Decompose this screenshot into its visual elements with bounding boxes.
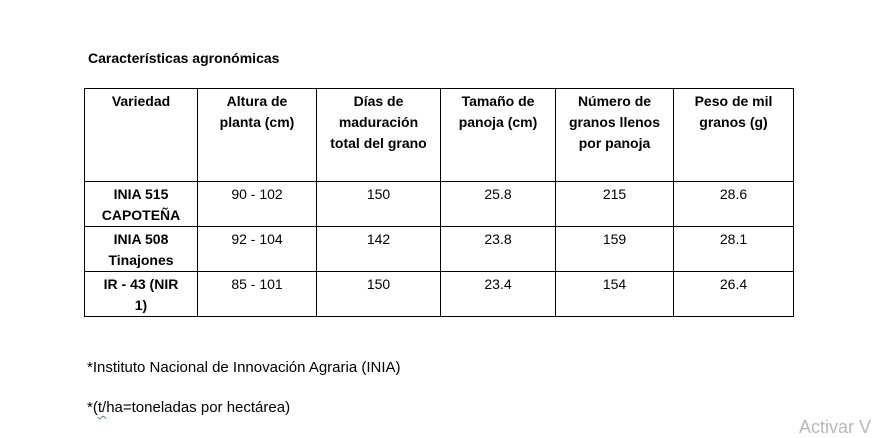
table-row-inia-515: INIA 515 CAPOTEÑA 90 - 102 150 25.8 215 …: [84, 181, 794, 227]
cell-variedad: IR - 43 (NIR 1): [84, 271, 198, 317]
cell-granos: 159: [555, 226, 674, 272]
table-row-ir-43: IR - 43 (NIR 1) 85 - 101 150 23.4 154 26…: [84, 271, 794, 317]
cell-dias: 142: [316, 226, 441, 272]
cell-altura: 85 - 101: [197, 271, 317, 317]
cell-granos: 215: [555, 181, 674, 227]
footnote-tha-rest: ha=toneladas por hectárea): [106, 399, 291, 416]
activate-windows-watermark: Activar V: [799, 417, 872, 437]
column-header-granos-llenos: Número de granos llenos por panoja: [555, 88, 674, 182]
cell-altura: 92 - 104: [197, 226, 317, 272]
cell-peso: 28.1: [673, 226, 794, 272]
table-header-row: Variedad Altura de planta (cm) Días de m…: [84, 88, 794, 182]
cell-dias: 150: [316, 181, 441, 227]
column-header-dias-maduracion: Días de maduración total del grano: [316, 88, 441, 182]
column-header-variedad: Variedad: [84, 88, 198, 182]
cell-variedad: INIA 508 Tinajones: [84, 226, 198, 272]
column-header-tamano-panoja: Tamaño de panoja (cm): [440, 88, 556, 182]
column-header-peso-mil-granos: Peso de mil granos (g): [673, 88, 794, 182]
table-row-inia-508: INIA 508 Tinajones 92 - 104 142 23.8 159…: [84, 226, 794, 272]
cell-altura: 90 - 102: [197, 181, 317, 227]
cell-variedad: INIA 515 CAPOTEÑA: [84, 181, 198, 227]
footnote-tha-prefix: *(: [87, 399, 98, 416]
cell-tamano: 25.8: [440, 181, 556, 227]
agronomic-characteristics-table: Variedad Altura de planta (cm) Días de m…: [84, 88, 794, 317]
cell-peso: 28.6: [673, 181, 794, 227]
section-title: Características agronómicas: [88, 50, 280, 66]
column-header-altura: Altura de planta (cm): [197, 88, 317, 182]
footnote-tha: *(t/ha=toneladas por hectárea): [87, 399, 290, 417]
spellcheck-marked-text: t/: [97, 399, 107, 416]
cell-peso: 26.4: [673, 271, 794, 317]
cell-tamano: 23.8: [440, 226, 556, 272]
cell-tamano: 23.4: [440, 271, 556, 317]
cell-granos: 154: [555, 271, 674, 317]
cell-dias: 150: [316, 271, 441, 317]
footnote-inia: *Instituto Nacional de Innovación Agrari…: [87, 359, 401, 376]
